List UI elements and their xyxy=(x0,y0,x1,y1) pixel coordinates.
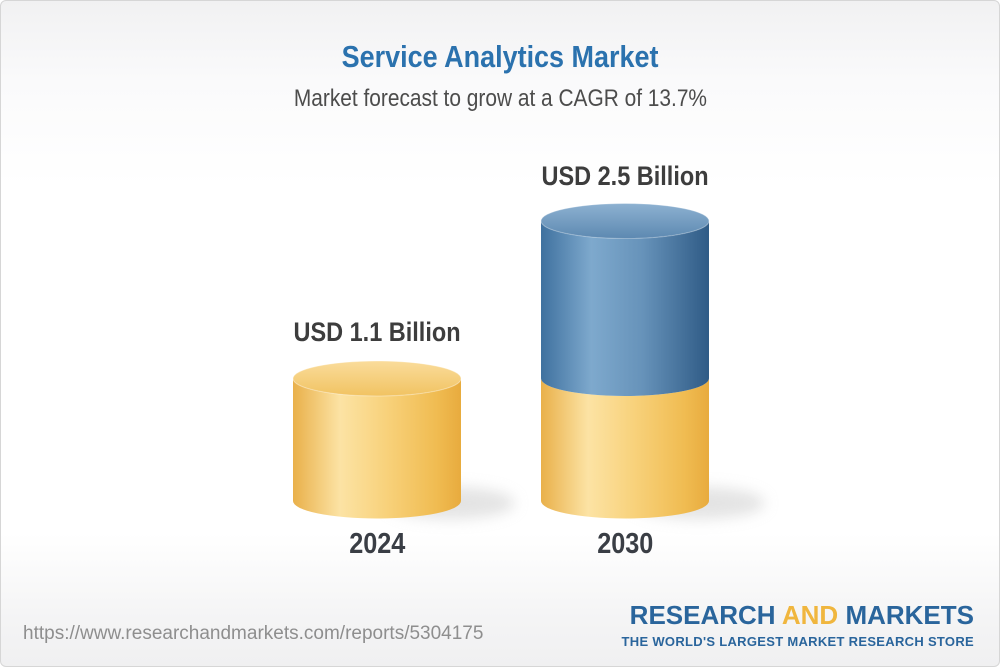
category-label-2030-text: 2030 xyxy=(596,528,654,560)
logo-wordmark: RESEARCH AND MARKETS xyxy=(622,602,974,628)
logo-word-research: RESEARCH xyxy=(629,600,776,630)
page-subtitle-text: Market forecast to grow at a CAGR of 13.… xyxy=(293,85,707,112)
category-label-2030: 2030 xyxy=(455,528,795,561)
page-title-text: Service Analytics Market xyxy=(341,39,659,74)
page-title: Service Analytics Market xyxy=(1,39,999,75)
value-label-2024-text: USD 1.1 Billion xyxy=(293,317,461,347)
bar-2030-growth-segment xyxy=(540,203,710,396)
page-subtitle: Market forecast to grow at a CAGR of 13.… xyxy=(1,85,999,113)
value-label-2030-text: USD 2.5 Billion xyxy=(541,161,709,191)
logo-tagline: THE WORLD'S LARGEST MARKET RESEARCH STOR… xyxy=(621,634,974,649)
value-label-2030: USD 2.5 Billion xyxy=(455,161,795,192)
category-label-2024: 2024 xyxy=(207,528,547,561)
report-url: https://www.researchandmarkets.com/repor… xyxy=(23,623,484,644)
value-label-2024: USD 1.1 Billion xyxy=(207,317,547,348)
bar-2024-cylinder xyxy=(292,360,462,519)
bar-2030-base-segment xyxy=(541,378,709,519)
logo-word-markets: MARKETS xyxy=(845,600,974,630)
logo-word-and: AND xyxy=(781,600,839,630)
research-and-markets-logo: RESEARCH AND MARKETS THE WORLD'S LARGEST… xyxy=(622,602,974,648)
category-label-2024-text: 2024 xyxy=(348,528,406,560)
